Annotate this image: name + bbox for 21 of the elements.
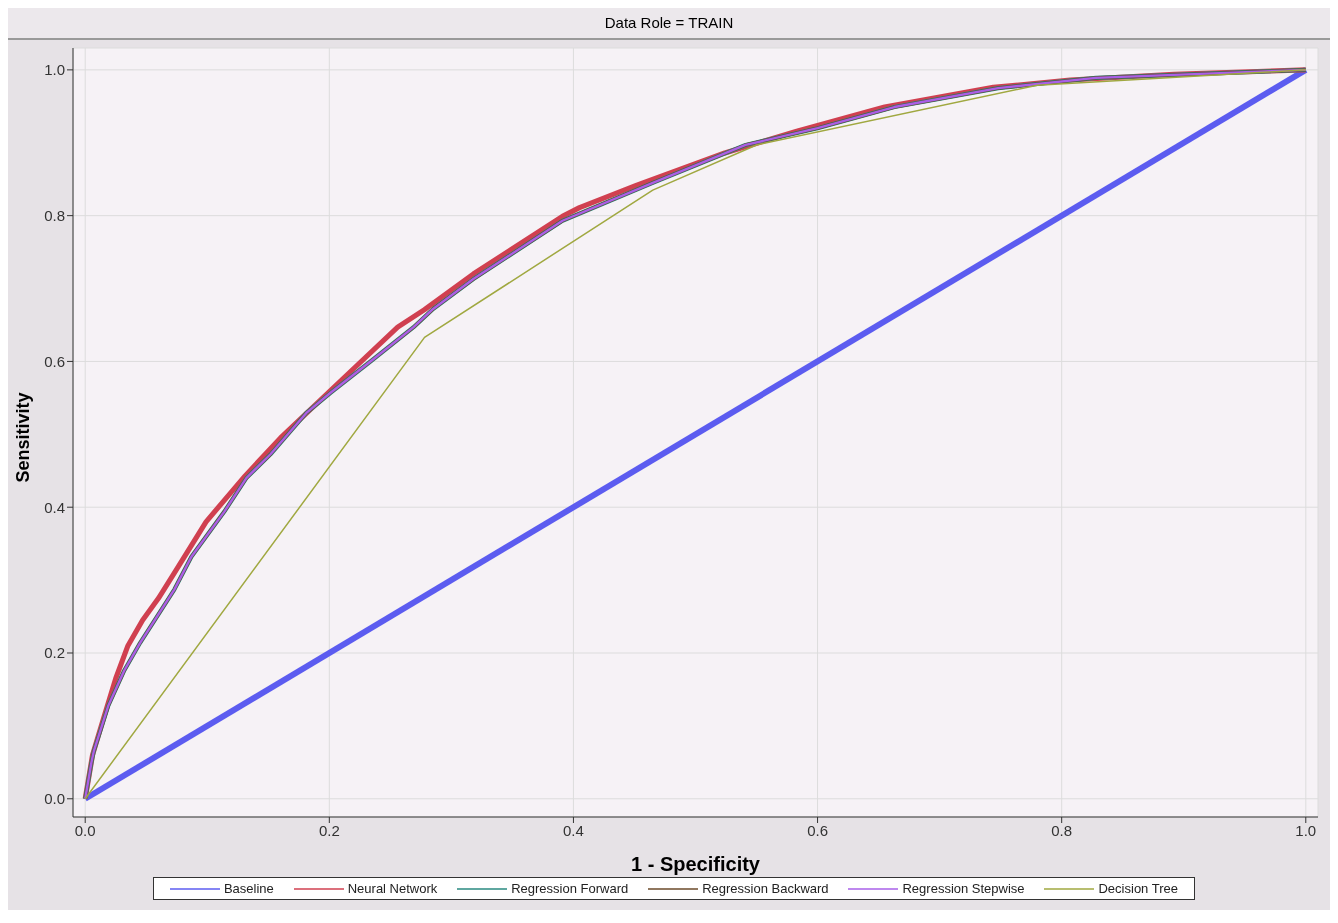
y-tick-label: 0.4	[44, 498, 65, 516]
chart-title: Data Role = TRAIN	[8, 8, 1330, 40]
y-tick-label: 0.8	[44, 206, 65, 224]
x-tick-label: 1.0	[1295, 821, 1317, 839]
y-tick-label: 0.0	[44, 790, 65, 808]
legend-label: Regression Backward	[701, 881, 829, 896]
y-tick-label: 1.0	[44, 61, 65, 79]
y-tick-label: 0.2	[44, 644, 65, 662]
x-tick-label: 0.2	[318, 821, 340, 839]
legend-label: Baseline	[222, 881, 274, 896]
y-axis-title: Sensitivity	[13, 392, 34, 483]
x-axis-title: 1 - Specificity	[631, 853, 761, 875]
y-tick-label: 0.6	[44, 352, 65, 370]
legend-label: Regression Stepwise	[901, 881, 1025, 896]
legend-label: Decision Tree	[1097, 881, 1178, 896]
legend-label: Regression Forward	[510, 881, 629, 896]
x-tick-label: 0.8	[1051, 821, 1073, 839]
x-tick-label: 0.0	[74, 821, 96, 839]
x-tick-label: 0.6	[807, 821, 828, 839]
x-tick-label: 0.4	[563, 821, 584, 839]
legend-label: Neural Network	[346, 881, 438, 896]
